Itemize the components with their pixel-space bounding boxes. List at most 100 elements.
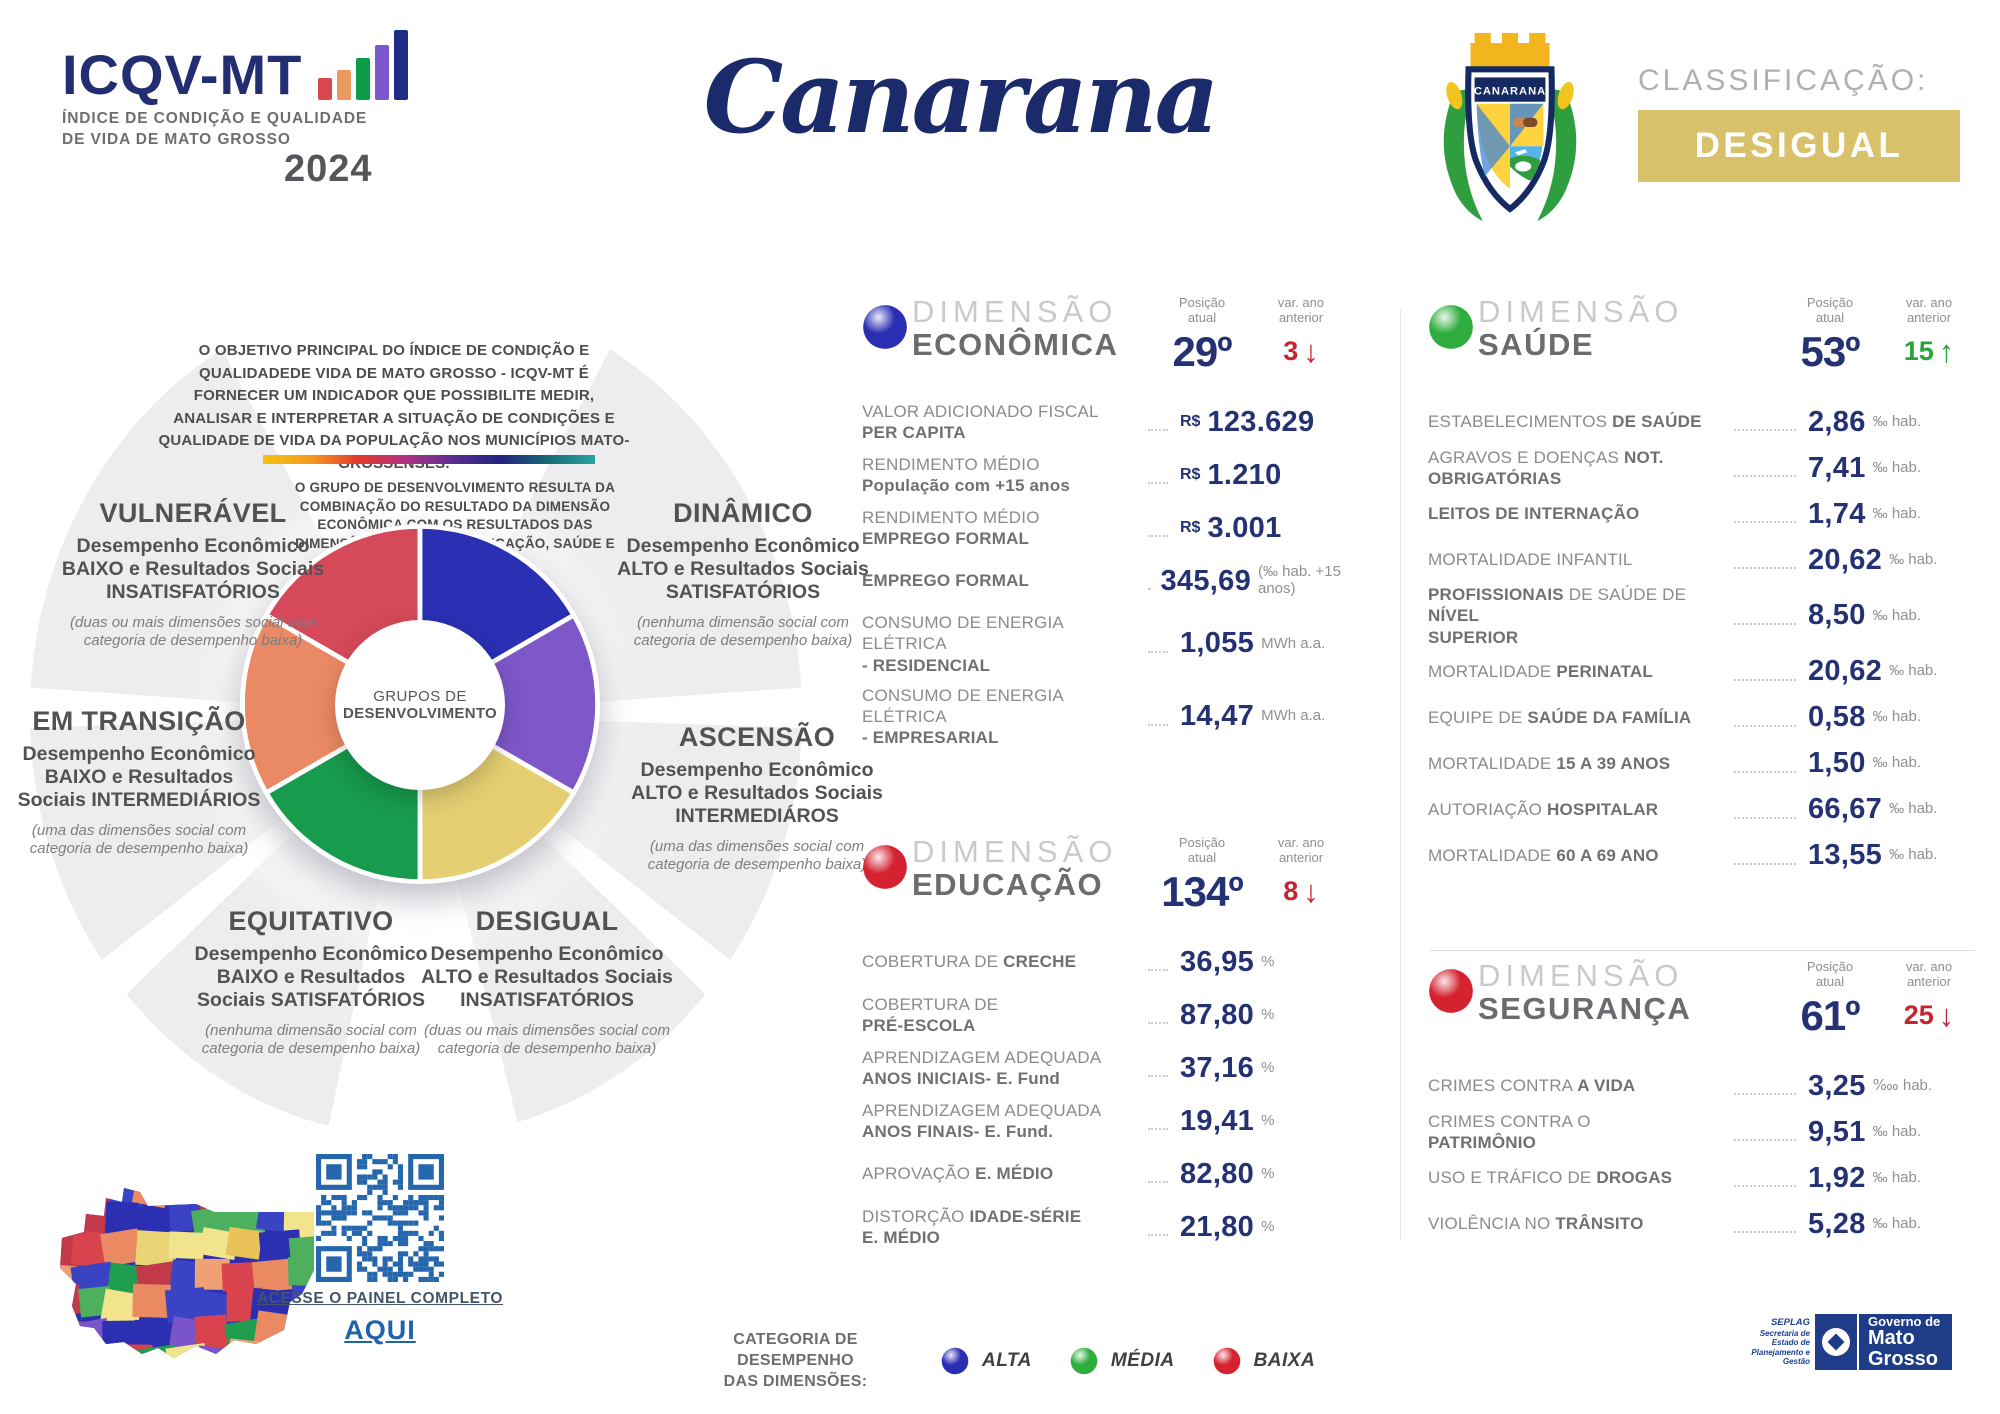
trend-arrow-icon: ↓ [1303,334,1319,370]
indicator-label: CONSUMO DE ENERGIA ELÉTRICA - EMPRESARIA… [862,685,1064,748]
indicator-label: MORTALIDADE 60 A 69 ANO [1428,846,1659,866]
dotted-leader [1148,1234,1168,1237]
indicator-value: 82,80% [1180,1157,1275,1190]
indicator-label: VALOR ADICIONADO FISCAL PER CAPITA [862,401,1099,443]
dimension-kicker: DIMENSÃO [1478,958,1684,993]
indicator-label: DISTORÇÃO IDADE-SÉRIE E. MÉDIO [862,1206,1082,1248]
group-ascensao: ASCENSÃO Desempenho Econômico ALTO e Resu… [631,722,883,873]
dotted-leader [1148,723,1168,726]
indicator-label: MORTALIDADE 15 A 39 ANOS [1428,754,1671,774]
governo-mato-grosso-label: Governo de Mato Grosso [1859,1314,1953,1370]
indicator-row: EMPREGO FORMAL 345,69 (‰ hab. +15 anos) [862,559,1348,603]
dimension-name: SEGURANÇA [1478,990,1692,1026]
bar-chart-icon [318,30,409,100]
dimension-dot-icon [1429,969,1473,1013]
indicator-row: COBERTURA DE PRÉ-ESCOLA 87,80% [862,993,1348,1037]
variation-value: 3 ↓ [1283,334,1319,370]
indicator-row: CRIMES CONTRA O PATRIMÔNIO 9,51 ‰ hab. [1428,1110,1976,1154]
dotted-leader [1734,724,1796,727]
indicator-label: MORTALIDADE INFANTIL [1428,550,1633,570]
dotted-leader [1148,650,1168,653]
qr-code[interactable] [316,1154,444,1282]
group-vulneravel: VULNERÁVEL Desempenho Econômico BAIXO e R… [61,498,325,649]
indicator-label: EMPREGO FORMAL [862,571,1030,591]
indicator-value: R$ 1.210 [1180,458,1282,491]
indicator-value: 37,16% [1180,1051,1275,1084]
logo-subtitle: ÍNDICE DE CONDIÇÃO E QUALIDADE DE VIDA D… [62,110,368,148]
group-desigual: DESIGUAL Desempenho Econômico ALTO e Resu… [421,906,673,1057]
indicator-list: ESTABELECIMENTOS DE SAÚDE 2,86 ‰ hab. AGR… [1428,400,1976,878]
gradient-divider [263,455,595,464]
dimension-name: EDUCAÇÃO [912,866,1104,902]
pie-sector-ascensao [417,612,600,796]
indicator-value: 1,92 ‰ hab. [1808,1161,1922,1194]
indicator-value: 20,62 ‰ hab. [1808,655,1938,688]
indicator-label: VIOLÊNCIA NO TRÂNSITO [1428,1214,1644,1234]
dotted-leader [1148,535,1168,538]
dotted-leader [1148,1075,1168,1078]
variation-value: 25 ↓ [1903,998,1955,1034]
indicator-value: 7,41 ‰ hab. [1808,451,1922,484]
legend-item-baixa: BAIXA [1213,1347,1316,1375]
indicator-list: COBERTURA DE CRECHE 36,95% COBERTURA DE … [862,940,1348,1249]
indicator-row: COBERTURA DE CRECHE 36,95% [862,940,1348,984]
variation-header: var. ano anterior [1905,959,1953,989]
indicator-label: CONSUMO DE ENERGIA ELÉTRICA - RESIDENCIA… [862,613,1064,675]
dimension-saude: DIMENSÃO SAÚDE Posição atual 53º var. ano… [1428,295,1976,880]
column-divider [1400,310,1401,1240]
legend-item-alta: ALTA [941,1347,1032,1375]
group-dinamico: DINÂMICO Desempenho Econômico ALTO e Resu… [617,498,869,649]
indicator-label: RENDIMENTO MÉDIO População com +15 anos [862,454,1071,496]
panel-link-caption[interactable]: ACESSE O PAINEL COMPLETO [256,1290,504,1307]
indicator-value: R$ 3.001 [1180,511,1282,544]
indicator-row: CONSUMO DE ENERGIA ELÉTRICA - RESIDENCIA… [862,612,1348,676]
indicator-row: MORTALIDADE 60 A 69 ANO 13,55 ‰ hab. [1428,834,1976,878]
panel-link-aqui[interactable]: AQUI [344,1315,416,1345]
wheel-center-label: GRUPOS DE DESENVOLVIMENTO [335,620,505,790]
dimension-name: SAÚDE [1478,326,1595,362]
dotted-leader [1148,429,1168,432]
seplag-label: SEPLAG Secretaria de Estado de Planejame… [1751,1317,1810,1367]
section-divider [1430,950,1975,951]
indicator-value: 13,55 ‰ hab. [1808,839,1938,872]
indicator-row: APROVAÇÃO E. MÉDIO 82,80% [862,1152,1348,1196]
dimension-dot-icon [863,845,907,889]
dimension-seguranca: DIMENSÃO SEGURANÇA Posição atual 61º var.… [1428,958,1976,1248]
variation-header: var. ano anterior [1277,835,1325,865]
indicator-row: RENDIMENTO MÉDIO População com +15 anos … [862,453,1348,497]
indicator-value: 19,41% [1180,1104,1275,1137]
position-value: 53º [1800,328,1860,376]
indicator-row: APRENDIZAGEM ADEQUADA ANOS FINAIS- E. Fu… [862,1099,1348,1143]
indicator-value: 1,055 MWh a.a. [1180,627,1326,660]
variation-value: 8 ↓ [1283,874,1319,910]
indicator-label: APRENDIZAGEM ADEQUADA ANOS INICIAIS- E. … [862,1047,1102,1089]
indicator-label: LEITOS DE INTERNAÇÃO [1428,504,1640,524]
indicator-value: 1,74 ‰ hab. [1808,497,1922,530]
position-header: Posição atual [1178,295,1226,325]
indicator-label: COBERTURA DE PRÉ-ESCOLA [862,994,999,1036]
position-value: 29º [1172,328,1232,376]
indicator-row: APRENDIZAGEM ADEQUADA ANOS INICIAIS- E. … [862,1046,1348,1090]
indicator-list: CRIMES CONTRA A VIDA 3,25 ‱ hab. CRIMES C… [1428,1064,1976,1246]
indicator-value: 9,51 ‰ hab. [1808,1115,1922,1148]
indicator-row: MORTALIDADE PERINATAL 20,62 ‰ hab. [1428,650,1976,694]
indicator-value: 1,50 ‰ hab. [1808,747,1922,780]
dotted-leader [1734,816,1796,819]
logo-title: ICQV-MT [62,42,303,106]
dotted-leader [1148,588,1149,591]
indicator-label: RENDIMENTO MÉDIO EMPREGO FORMAL [862,507,1040,549]
dimension-name: ECONÔMICA [912,326,1119,362]
alta-dot-icon [941,1347,969,1375]
indicator-row: MORTALIDADE 15 A 39 ANOS 1,50 ‰ hab. [1428,742,1976,786]
group-equitativo: EQUITATIVO Desempenho Econômico BAIXO e R… [194,906,428,1057]
indicator-value: 0,58 ‰ hab. [1808,701,1922,734]
indicator-label: COBERTURA DE CRECHE [862,952,1077,972]
indicator-row: ESTABELECIMENTOS DE SAÚDE 2,86 ‰ hab. [1428,400,1976,444]
state-emblem-icon [1815,1314,1857,1370]
performance-legend: CATEGORIA DE DESEMPENHO DAS DIMENSÕES: AL… [688,1330,1315,1392]
indicator-label: APRENDIZAGEM ADEQUADA ANOS FINAIS- E. Fu… [862,1100,1102,1142]
dotted-leader [1734,862,1796,865]
svg-text:CANARANA: CANARANA [1474,86,1546,98]
dotted-leader [1148,1022,1168,1025]
